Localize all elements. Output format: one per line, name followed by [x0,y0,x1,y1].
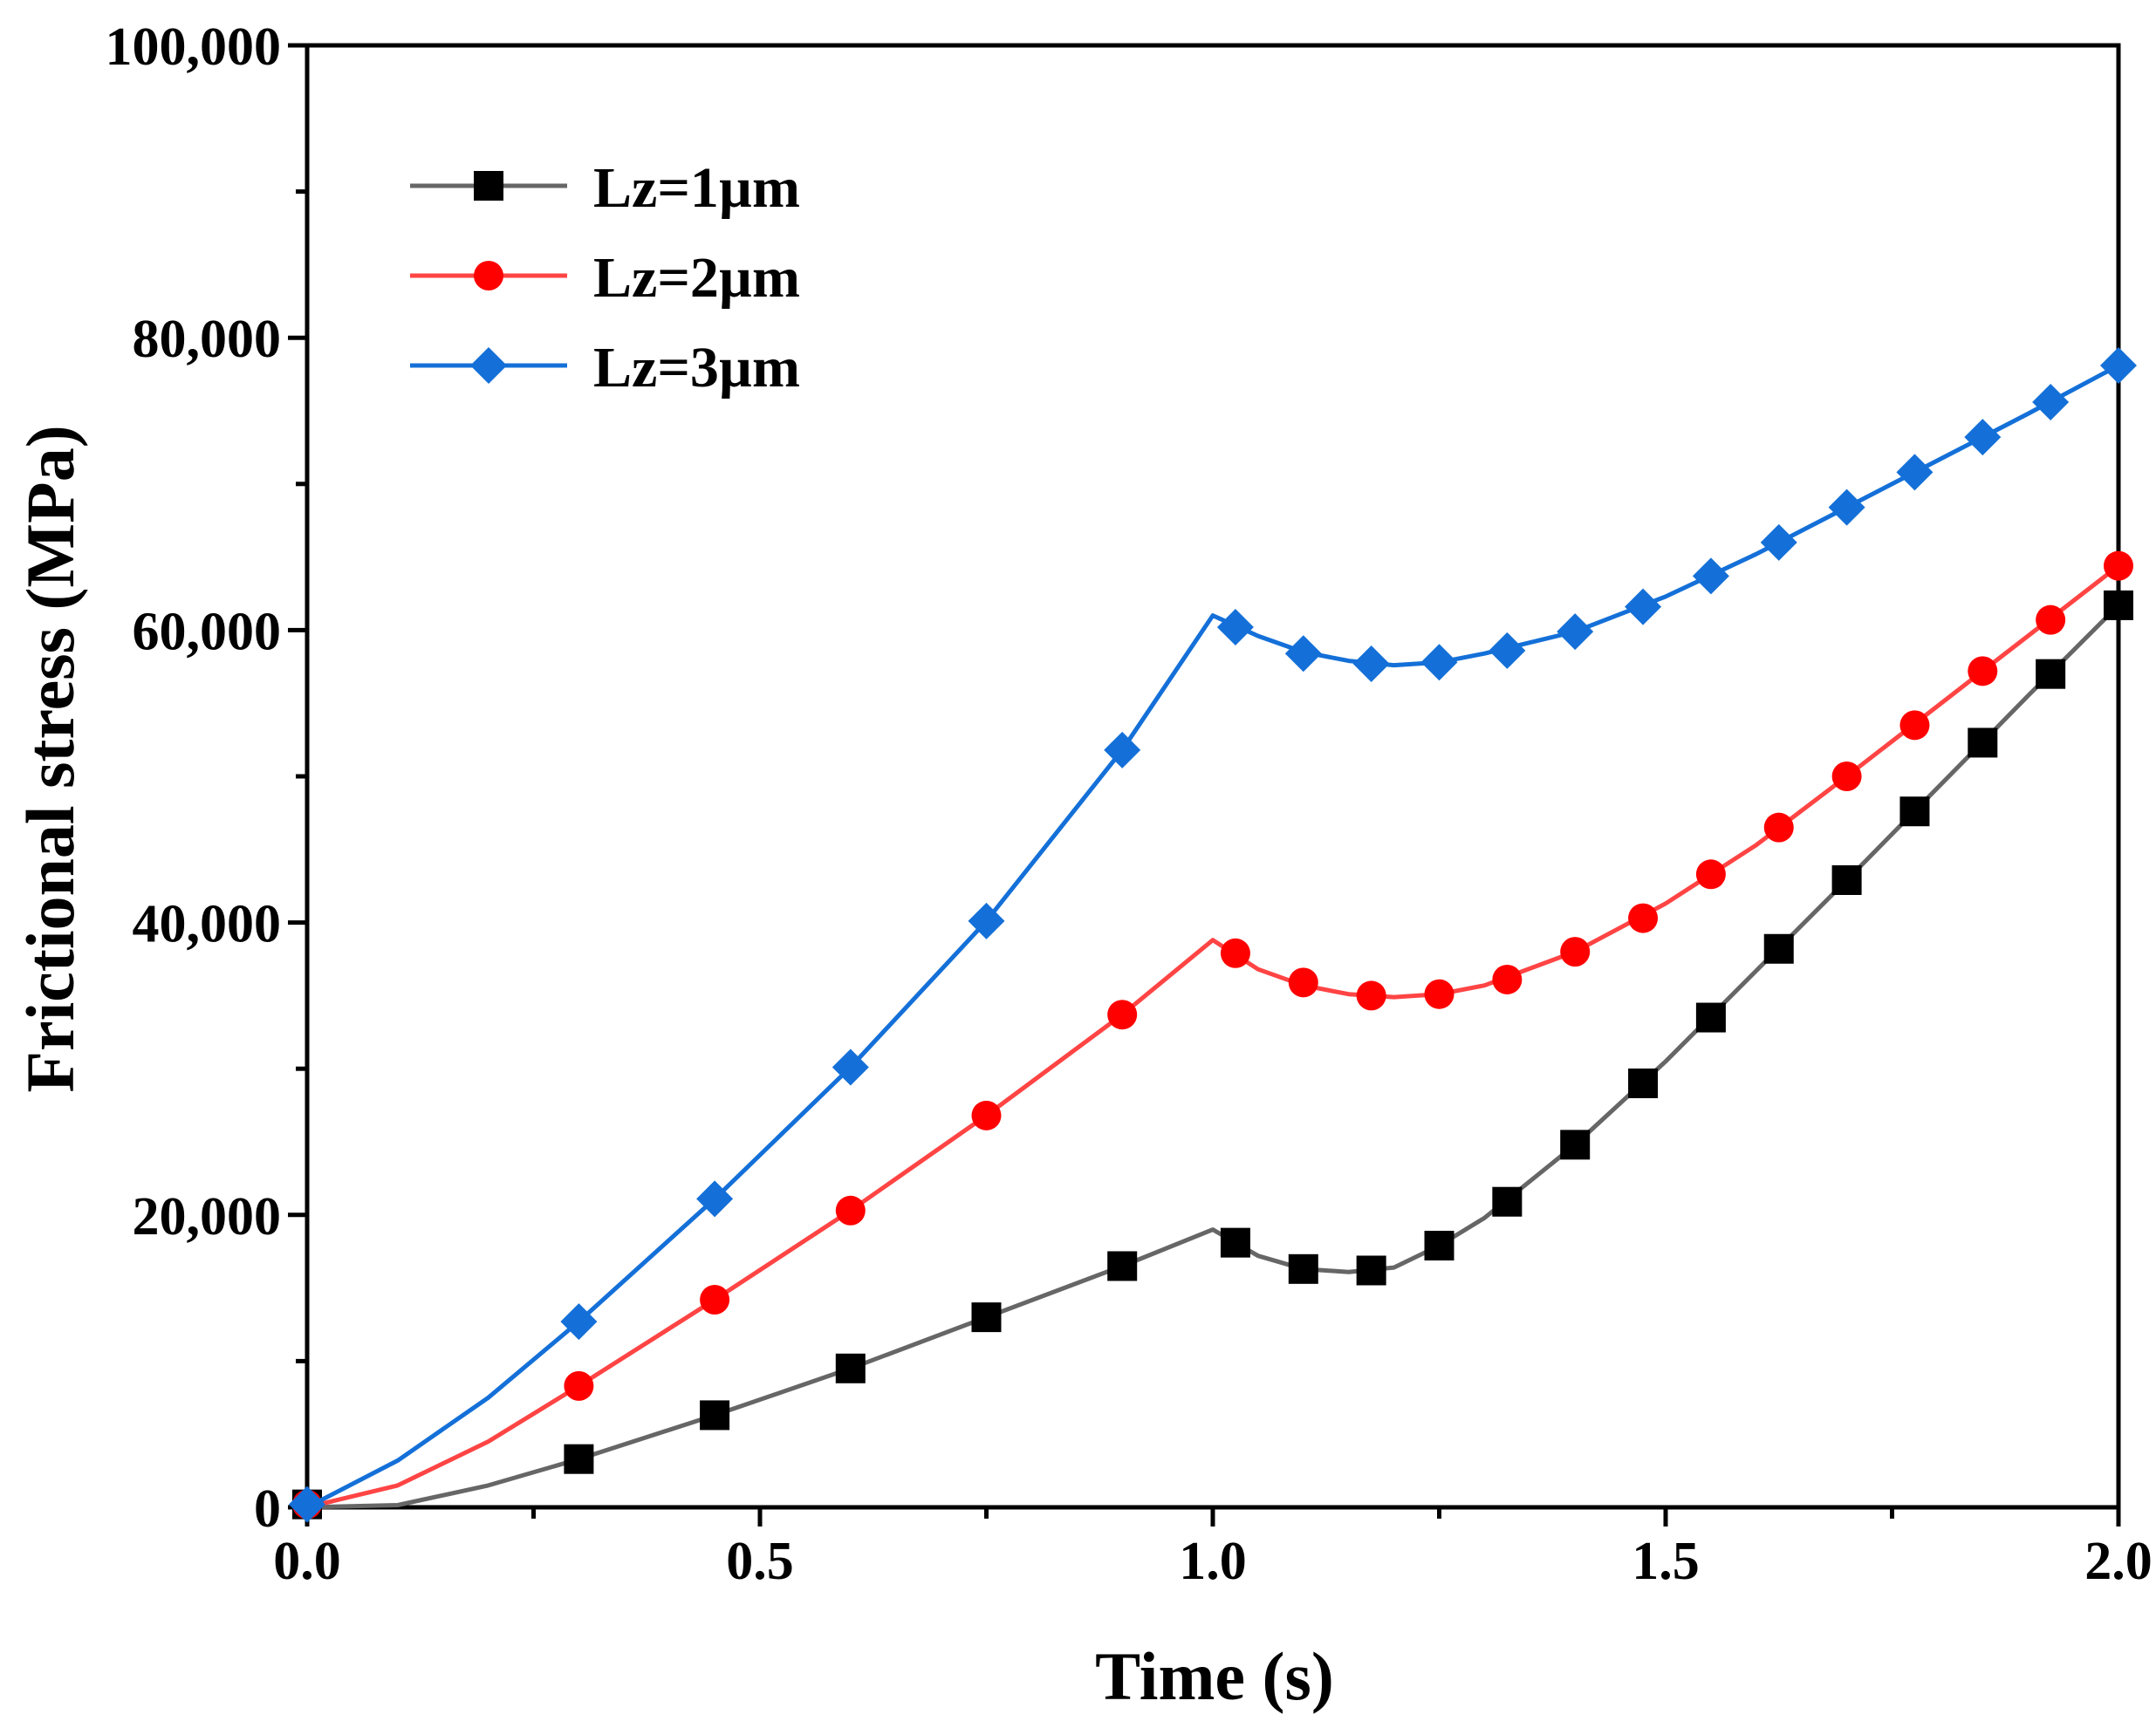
data-point [1424,1230,1454,1260]
y-tick-label: 100,000 [106,17,282,77]
data-point [835,1353,866,1383]
data-point [971,1100,1002,1130]
data-point [1628,903,1659,933]
data-point [1489,632,1526,669]
data-point [971,1302,1002,1333]
data-point [1695,1002,1726,1033]
legend-label: Lz=2µm [593,246,800,310]
series-line [305,563,2121,1510]
legend-label: Lz=1µm [593,156,800,220]
data-point [2104,590,2133,620]
legend-marker [474,261,503,290]
y-tick-label: 60,000 [133,602,282,661]
data-point [2104,550,2133,581]
y-tick-label: 40,000 [133,895,282,954]
data-point [1831,864,1862,895]
y-tick-label: 80,000 [133,310,282,369]
data-point [1625,588,1662,625]
data-point [1107,1251,1138,1281]
data-point [1424,979,1454,1009]
data-point [1107,1000,1138,1030]
data-point [1899,710,1930,741]
x-tick-label: 1.5 [1632,1532,1700,1591]
data-point [1216,609,1254,646]
series-2 [292,550,2133,1520]
data-point [1288,967,1318,998]
data-point [1104,731,1141,768]
data-point [1896,454,1934,491]
data-point [2032,383,2070,420]
data-point [1831,762,1862,791]
data-point [1356,980,1386,1011]
y-tick-label: 0 [254,1479,281,1539]
legend-entry-1: Lz=1µm [410,156,800,220]
data-point [1492,1186,1523,1217]
data-point [1560,1130,1591,1160]
axes: 0.0 0.5 1.0 1.5 2.0 0 20,000 40,000 60,000 80,000… [106,17,2153,1591]
x-tick-label: 0.0 [273,1532,341,1591]
legend: Lz=1µm Lz=2µm Lz=3µm [410,156,800,400]
data-point [1420,644,1458,681]
data-point [1964,419,2002,456]
legend-entry-3: Lz=3µm [410,336,800,400]
data-point [1968,727,1998,758]
data-point [835,1195,866,1226]
data-point [832,1048,869,1086]
data-point [1763,812,1794,843]
x-tick-label: 0.5 [726,1532,794,1591]
data-point [1968,656,1998,686]
legend-marker [474,171,503,201]
data-point [2100,347,2137,385]
series-line [305,603,2121,1510]
x-axis-title: Time (s) [1095,1638,1334,1714]
data-point [1557,613,1594,651]
series-3 [289,347,2137,1523]
data-point [1288,1253,1318,1284]
plot-area [289,347,2137,1523]
data-point [1692,557,1729,595]
data-point [1763,933,1794,964]
legend-marker [470,347,507,384]
data-point [1352,645,1390,682]
data-point [968,902,1005,939]
y-tick-label: 20,000 [133,1187,282,1246]
data-point [1560,937,1591,967]
data-point [2036,659,2066,689]
data-point [1220,938,1250,968]
data-point [700,1400,730,1431]
data-point [1760,523,1797,561]
data-point [2036,604,2066,635]
x-tick-label: 2.0 [2084,1532,2153,1591]
data-point [700,1285,730,1315]
series-line [305,363,2121,1510]
data-point [696,1180,734,1218]
data-point [564,1370,594,1401]
data-point [1492,964,1523,994]
data-point [1628,1068,1659,1098]
data-point [1828,488,1865,526]
y-axis-title: Frictional stress (MPa) [12,425,88,1092]
data-point [564,1444,594,1474]
x-tick-label: 1.0 [1179,1532,1247,1591]
data-point [1284,635,1322,673]
data-point [1356,1255,1386,1286]
legend-label: Lz=3µm [593,336,800,400]
data-point [289,1486,325,1523]
legend-entry-2: Lz=2µm [410,246,800,310]
data-point [560,1303,598,1341]
data-point [1220,1227,1250,1258]
data-point [1899,796,1930,827]
data-point [1695,859,1726,890]
